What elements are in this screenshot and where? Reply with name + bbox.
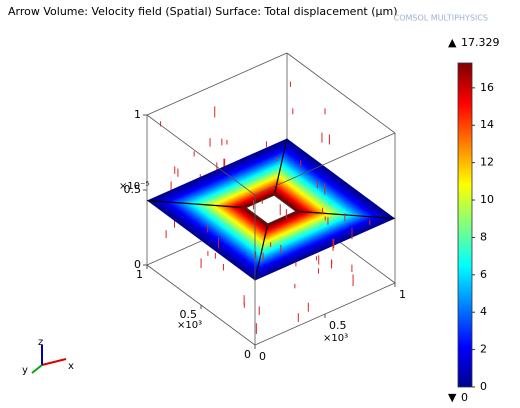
x-tick-label: 0: [259, 350, 266, 363]
chart-title: Arrow Volume: Velocity field (Spatial) S…: [8, 5, 398, 18]
triad-label: y: [22, 365, 28, 376]
chart: Arrow Volume: Velocity field (Spatial) S…: [0, 0, 520, 408]
y-tick-label: 0: [244, 348, 251, 361]
axis-triad: x y z: [22, 337, 74, 376]
colorbar-max: 17.329: [461, 36, 500, 49]
y-multiplier: ×10³: [177, 320, 202, 331]
colorbar-tick-label: 6: [480, 268, 487, 281]
z-tick-label: 0: [134, 258, 141, 271]
colorbar-tick-label: 0: [480, 380, 487, 393]
x-tick-label: 0.5: [329, 319, 347, 332]
colorbar-tick-label: 4: [480, 305, 487, 318]
colorbar-tick-label: 8: [480, 230, 487, 243]
box-edge: [287, 53, 395, 133]
colorbar: [458, 63, 472, 387]
colorbar-tick-label: 12: [480, 156, 494, 169]
box-edge: [147, 53, 287, 115]
colorbar-tick-label: 16: [480, 81, 494, 94]
colorbar-tick-label: 14: [480, 118, 494, 131]
x-multiplier: ×10³: [323, 333, 348, 344]
z-tick-label: 1: [134, 108, 141, 121]
triad-label: x: [68, 361, 74, 372]
x-tick-label: 1: [399, 288, 406, 301]
colorbar-min: 0: [461, 391, 468, 404]
z-multiplier: ×10⁻⁵: [119, 181, 149, 192]
logo: COMSOL MULTIPHYSICS: [394, 14, 488, 23]
max-arrow: ▲: [448, 36, 457, 49]
min-arrow: ▼: [448, 391, 457, 404]
colorbar-tick-label: 2: [480, 343, 487, 356]
triad-label: z: [38, 337, 43, 348]
colorbar-tick-label: 10: [480, 193, 494, 206]
